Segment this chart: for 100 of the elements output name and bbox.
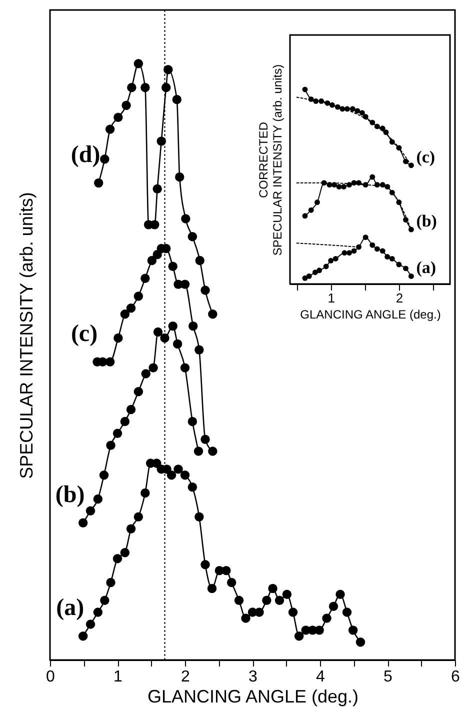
point: [180, 363, 190, 372]
point: [282, 590, 292, 600]
point: [120, 416, 130, 426]
point: [350, 106, 356, 112]
point: [188, 232, 198, 242]
point: [140, 82, 150, 92]
point: [126, 304, 136, 313]
point: [359, 110, 365, 116]
point: [126, 404, 136, 414]
point: [288, 608, 298, 617]
x-axis-title: GLANCING ANGLE (deg.): [300, 308, 441, 322]
point: [93, 608, 103, 617]
point: [161, 82, 171, 92]
point: [208, 310, 218, 319]
point: [106, 578, 116, 588]
point: [362, 234, 368, 240]
point: [134, 387, 144, 396]
point: [166, 470, 176, 480]
point: [105, 124, 115, 134]
point: [380, 248, 386, 254]
point: [188, 321, 198, 331]
point: [194, 446, 204, 456]
x-tick-label: 2: [181, 668, 190, 686]
point: [78, 518, 88, 528]
point: [147, 256, 157, 266]
point: [86, 506, 96, 516]
point: [348, 626, 358, 635]
point: [294, 632, 304, 641]
point: [262, 596, 272, 605]
x-tick-label: 5: [384, 668, 393, 686]
point: [127, 82, 136, 92]
series-label: (b): [416, 212, 437, 231]
point: [180, 280, 190, 289]
point: [316, 268, 322, 274]
point: [322, 614, 332, 623]
point: [308, 207, 314, 213]
point: [312, 270, 318, 276]
point: [226, 578, 236, 588]
point: [105, 357, 115, 366]
point: [332, 256, 338, 262]
point: [100, 596, 110, 605]
point: [148, 363, 158, 372]
point: [302, 213, 308, 219]
point: [208, 446, 218, 456]
point: [120, 310, 130, 319]
point: [254, 608, 264, 617]
point: [408, 226, 414, 232]
point: [164, 65, 173, 74]
point: [268, 584, 278, 594]
x-tick-label: 1: [328, 290, 335, 306]
y-axis-title: CORRECTED SPECULAR INTENSITY (arb. units): [256, 64, 284, 256]
point: [332, 182, 337, 188]
point: [94, 178, 104, 188]
point: [140, 488, 150, 498]
point: [134, 59, 144, 68]
point: [200, 560, 210, 570]
point: [86, 620, 96, 629]
point: [302, 86, 308, 92]
series-label: (a): [416, 258, 436, 278]
x-axis-title: GLANCING ANGLE (deg.): [147, 686, 359, 706]
point: [403, 158, 408, 164]
point: [112, 554, 122, 564]
point: [122, 100, 131, 110]
series-label: (d): [70, 142, 100, 168]
series-label: (a): [56, 595, 84, 622]
point: [234, 596, 244, 605]
point: [194, 345, 204, 355]
point: [172, 339, 182, 349]
point: [370, 174, 376, 180]
point: [354, 108, 360, 114]
point: [100, 154, 110, 164]
point: [114, 333, 123, 343]
series-label: (b): [55, 482, 85, 508]
point: [99, 470, 109, 480]
point: [174, 464, 183, 474]
point: [241, 614, 250, 623]
point: [374, 246, 380, 252]
point: [174, 172, 184, 182]
point: [120, 548, 130, 558]
point: [153, 327, 163, 337]
point: [181, 214, 190, 224]
point: [389, 256, 395, 262]
point: [328, 602, 338, 611]
point: [314, 200, 320, 206]
x-tick-label: 2: [396, 290, 404, 306]
point: [172, 94, 182, 104]
point: [141, 369, 150, 378]
x-tick-label: 4: [316, 668, 326, 686]
point: [356, 638, 366, 647]
point: [342, 608, 352, 617]
point: [93, 494, 103, 504]
x-tick-label: 6: [451, 668, 460, 686]
point: [403, 266, 408, 272]
point: [140, 274, 150, 283]
point: [114, 112, 123, 122]
x-tick-label: 0: [46, 668, 56, 686]
point: [408, 273, 414, 279]
point: [222, 566, 231, 576]
point: [200, 286, 210, 295]
point: [306, 273, 312, 279]
